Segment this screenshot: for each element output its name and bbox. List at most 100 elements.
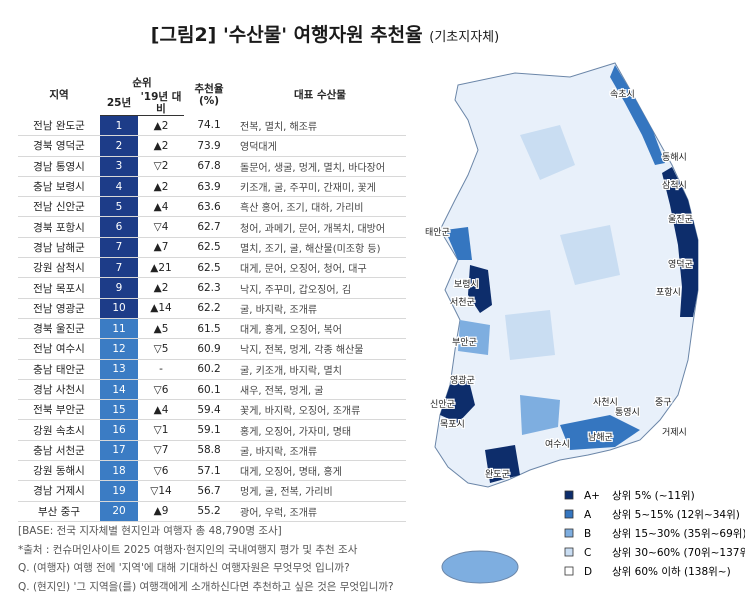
region: 전남 여수시 — [18, 338, 100, 360]
products: 낙지, 전복, 멍게, 각종 해산물 — [234, 338, 406, 360]
rank-change: ▲2 — [138, 135, 185, 157]
rate: 59.4 — [184, 399, 235, 421]
legend-grade: B — [584, 528, 591, 540]
map-label: 목포시 — [440, 419, 465, 430]
rank-change: ▽6 — [138, 460, 185, 482]
region: 전남 완도군 — [18, 115, 100, 137]
notes: [BASE: 전국 지자체별 현지인과 여행자 총 48,790명 조사] *출처… — [18, 522, 394, 596]
map-label: 울진군 — [668, 214, 693, 225]
map-label: 보령시 — [454, 278, 479, 290]
table-row: 부산 중구 20 ▲9 55.2 광어, 우럭, 조개류 — [18, 501, 406, 522]
products: 꽃게, 바지락, 오징어, 조개류 — [234, 399, 406, 421]
rate: 62.2 — [184, 298, 235, 319]
header-rate-2: (%) — [198, 94, 220, 107]
region-b-west — [458, 320, 490, 355]
rank: 7 — [100, 237, 138, 259]
rate: 57.1 — [184, 460, 235, 482]
region: 경남 통영시 — [18, 156, 100, 177]
table-row: 경북 울진군 11 ▲5 61.5 대게, 홍게, 오징어, 복어 — [18, 318, 406, 340]
region-a-west — [445, 227, 472, 260]
map-label: 통영시 — [615, 407, 640, 418]
legend-text: 상위 60% 이하 (138위~) — [612, 565, 731, 578]
legend-text: 상위 5% (~11위) — [612, 489, 695, 502]
legend: A+ 상위 5% (~11위) A 상위 5~15% (12위~34위) B 상위 15~… — [564, 489, 745, 578]
map-label: 거제시 — [662, 427, 687, 438]
map-label: 속초시 — [610, 89, 635, 100]
rank: 7 — [100, 257, 138, 279]
map-label: 신안군 — [430, 399, 455, 410]
products: 대게, 오징어, 명태, 홍게 — [234, 460, 406, 482]
rank-change: ▲7 — [138, 237, 185, 259]
rate: 62.3 — [184, 277, 235, 299]
region: 전남 목포시 — [18, 277, 100, 299]
region: 충남 태안군 — [18, 359, 100, 380]
rank-change: ▲2 — [138, 176, 185, 198]
legend-grade: A — [584, 509, 592, 521]
rate: 63.6 — [184, 196, 235, 218]
table-row: 전남 신안군 5 ▲4 63.6 흑산 홍어, 조기, 대하, 가리비 — [18, 196, 406, 218]
rate: 74.1 — [184, 115, 235, 137]
region: 경남 사천시 — [18, 379, 100, 401]
rate: 56.7 — [184, 480, 235, 502]
table-row: 충남 보령시 4 ▲2 63.9 키조개, 굴, 주꾸미, 간재미, 꽃게 — [18, 176, 406, 198]
region: 강원 동해시 — [18, 460, 100, 482]
title-block: [그림2] '수산물' 여행자원 추천율 (기초지자체) — [0, 20, 650, 47]
table-row: 경남 통영시 3 ▽2 67.8 돌문어, 생굴, 멍게, 멸치, 바다장어 — [18, 156, 406, 177]
note: *출처 : 컨슈머인사이트 2025 여행자·현지인의 국내여행지 평가 및 추… — [18, 543, 358, 556]
products: 대게, 문어, 오징어, 청어, 대구 — [234, 257, 406, 279]
rank-change: ▽5 — [138, 338, 185, 360]
map-label: 영광군 — [450, 374, 475, 386]
products: 굴, 바지락, 조개류 — [234, 440, 406, 462]
rank-change: ▲9 — [138, 501, 185, 522]
products: 돌문어, 생굴, 멍게, 멸치, 바다장어 — [234, 156, 406, 177]
rank: 18 — [100, 460, 138, 482]
table-row: 강원 동해시 18 ▽6 57.1 대게, 오징어, 명태, 홍게 — [18, 460, 406, 482]
region-a-plus-south — [485, 445, 520, 483]
rate: 60.1 — [184, 379, 235, 401]
legend-text: 상위 15~30% (35위~69위) — [612, 527, 745, 540]
map-label: 서천군 — [450, 297, 475, 308]
region-a-south — [560, 415, 640, 450]
legend-text: 상위 30~60% (70위~137위) — [612, 546, 745, 559]
region-a-east — [610, 65, 665, 165]
table-row: 경북 포항시 6 ▽4 62.7 청어, 과메기, 문어, 개복치, 대방어 — [18, 216, 406, 238]
map-label: 영덕군 — [668, 259, 693, 270]
legend-grade: A+ — [584, 490, 600, 502]
products: 멍게, 굴, 전복, 가리비 — [234, 480, 406, 502]
rate: 60.9 — [184, 338, 235, 360]
table-row: 전남 목포시 9 ▲2 62.3 낙지, 주꾸미, 갑오징어, 김 — [18, 277, 406, 299]
region: 경남 거제시 — [18, 480, 100, 502]
header-region: 지역 — [49, 88, 69, 101]
region: 강원 속초시 — [18, 419, 100, 441]
jeju — [441, 550, 519, 584]
region: 전북 부안군 — [18, 399, 100, 421]
products: 홍게, 오징어, 가자미, 명태 — [234, 419, 406, 441]
rank-change: ▽2 — [138, 156, 185, 177]
products: 전복, 멸치, 해조류 — [234, 115, 406, 137]
rate: 62.5 — [184, 257, 235, 279]
map-label: 포항시 — [656, 287, 681, 298]
rank-change: - — [138, 359, 185, 380]
rank: 15 — [100, 399, 138, 421]
table-row: 충남 서천군 17 ▽7 58.8 굴, 바지락, 조개류 — [18, 440, 406, 462]
legend-text: 상위 5~15% (12위~34위) — [612, 508, 740, 521]
table-row: 전남 영광군 10 ▲14 62.2 굴, 바지락, 조개류 — [18, 298, 406, 319]
map-shapes — [434, 62, 699, 584]
rank-change: ▲14 — [138, 298, 185, 319]
rank: 9 — [100, 277, 138, 299]
products: 대게, 홍게, 오징어, 복어 — [234, 318, 406, 340]
table-row: 경남 남해군 7 ▲7 62.5 멸치, 조기, 굴, 해산물(미조항 등) — [18, 237, 406, 259]
region: 전남 영광군 — [18, 298, 100, 319]
note: Q. (현지인) '그 지역을(를) 여행객에게 소개하신다면 추천하고 싶은 … — [18, 580, 394, 593]
legend-swatch — [564, 509, 574, 519]
rank: 19 — [100, 480, 138, 502]
table-row: 강원 삼척시 7 ▲21 62.5 대게, 문어, 오징어, 청어, 대구 — [18, 257, 406, 279]
map-label: 동해시 — [662, 152, 687, 163]
products: 광어, 우럭, 조개류 — [234, 501, 406, 522]
products: 새우, 전복, 멍게, 굴 — [234, 379, 406, 401]
rank: 17 — [100, 440, 138, 462]
rank-change: ▲2 — [138, 277, 185, 299]
region-a-plus-sw — [440, 377, 475, 423]
